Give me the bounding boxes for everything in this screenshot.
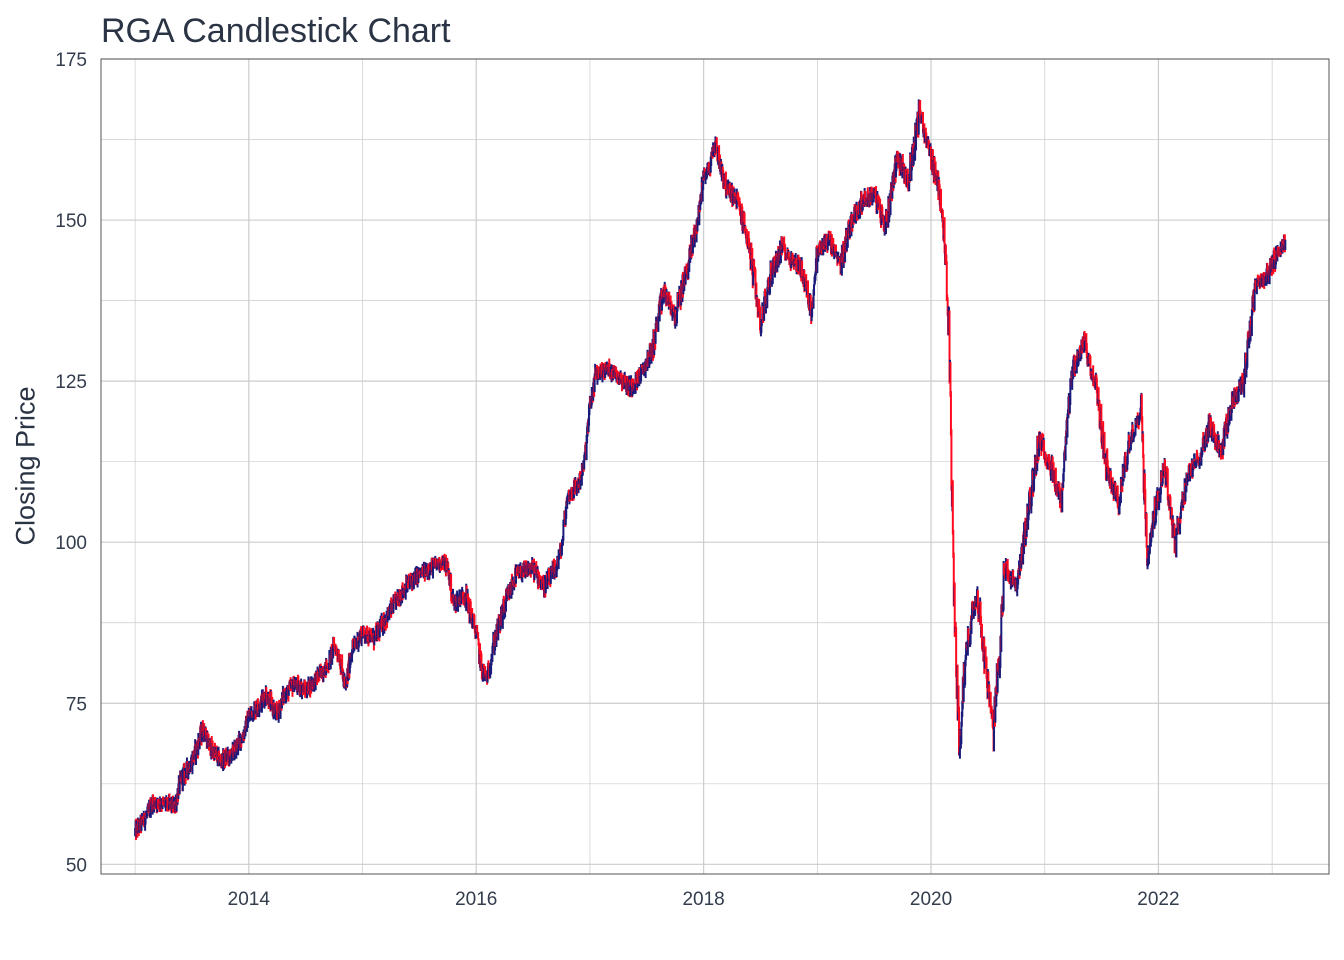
x-tick-label: 2022 xyxy=(1137,889,1179,910)
y-tick-label: 175 xyxy=(55,50,87,71)
candles-layer xyxy=(134,99,1287,841)
plot-border xyxy=(100,58,1330,875)
y-tick-label: 75 xyxy=(66,694,87,715)
x-tick-label: 2014 xyxy=(228,889,271,910)
y-tick-label: 50 xyxy=(66,855,87,876)
y-tick-label: 125 xyxy=(55,372,87,393)
y-tick-label: 100 xyxy=(55,533,87,554)
tick-labels-layer: 50 75 100 125 150 175 2014 2016 2018 2020 2022 xyxy=(55,50,1179,910)
y-tick-label: 150 xyxy=(55,211,87,232)
chart-title: RGA Candlestick Chart xyxy=(101,12,451,50)
grid-layer xyxy=(101,58,1329,874)
x-tick-label: 2020 xyxy=(910,889,952,910)
x-tick-label: 2018 xyxy=(682,889,724,910)
axis-layer xyxy=(100,58,1330,875)
x-tick-label: 2016 xyxy=(455,889,497,910)
